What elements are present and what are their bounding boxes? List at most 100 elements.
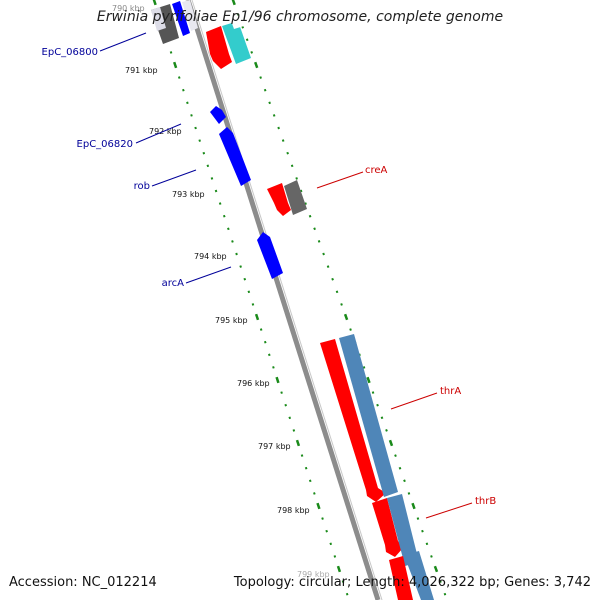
blue-gene-3 [257, 232, 283, 279]
tick-mark [388, 439, 394, 447]
tick-mark [380, 416, 384, 420]
label-connector-epc06820 [135, 123, 182, 144]
tick-mark [245, 38, 249, 42]
tick-mark [385, 429, 388, 432]
tick-mark [326, 265, 330, 268]
blue-gene-top [172, 1, 190, 36]
tick-mark [236, 13, 240, 16]
tick-mark [247, 290, 251, 294]
tick-mark [250, 51, 254, 54]
tick-label-791: 791 kbp [125, 66, 158, 75]
tick-mark [421, 529, 424, 533]
tick-mark [231, 240, 234, 243]
tick-mark [308, 214, 312, 218]
tick-mark [263, 340, 267, 344]
gene-label-epc06800[interactable]: EpC_06800 [42, 47, 98, 58]
tick-mark [341, 580, 345, 583]
tick-label-792: 792 kbp [149, 127, 182, 136]
tick-mark [284, 403, 287, 407]
tick-mark [335, 290, 339, 294]
blue-gene-1 [210, 106, 226, 124]
tick-mark [443, 592, 447, 596]
steelblue-feature-thra [339, 334, 398, 497]
tick-mark [376, 403, 379, 407]
tick-mark [425, 542, 429, 546]
tick-mark [210, 177, 214, 180]
tick-mark [333, 555, 337, 558]
tick-label-793: 793 kbp [172, 190, 205, 199]
tick-mark [227, 227, 230, 231]
tick-mark [182, 88, 185, 92]
tick-mark [241, 25, 245, 29]
tick-mark [313, 227, 316, 231]
tick-mark [325, 529, 328, 533]
label-connector-thrb [425, 502, 473, 519]
tick-label-795: 795 kbp [215, 316, 248, 325]
outer-tick-marks [231, 0, 447, 596]
tick-mark [268, 101, 271, 105]
gene-label-thrb[interactable]: thrB [475, 496, 496, 507]
tick-mark [304, 466, 308, 470]
tick-mark [173, 61, 178, 69]
tick-mark [331, 277, 334, 281]
tick-mark [292, 429, 296, 432]
tick-mark [272, 366, 275, 369]
tick-mark [259, 76, 262, 79]
tick-label-790: 790 kbp [112, 4, 145, 13]
tick-mark [290, 164, 294, 168]
red-gene-thrb [372, 498, 403, 557]
tick-mark [398, 466, 402, 470]
backbone-outer [185, 0, 381, 600]
map-title: Erwinia pyrifoliae Ep1/96 chromosome, co… [96, 9, 504, 25]
gene-label-crea[interactable]: creA [365, 165, 388, 176]
tick-mark [254, 61, 259, 69]
gene-label-thra[interactable]: thrA [440, 386, 461, 397]
tick-mark [371, 391, 375, 394]
gene-label-rob[interactable]: rob [134, 181, 150, 192]
tick-mark [286, 151, 289, 155]
tick-mark [403, 479, 406, 483]
light-feature-top [182, 0, 198, 31]
gene-label-epc06820[interactable]: EpC_06820 [77, 139, 133, 150]
tick-mark [329, 542, 333, 546]
tick-mark [235, 252, 238, 256]
tick-label-798: 798 kbp [277, 506, 310, 515]
gene-label-arca[interactable]: arcA [162, 278, 185, 289]
tick-mark [222, 214, 226, 218]
tick-mark [340, 303, 343, 306]
tick-mark [343, 313, 349, 321]
tick-mark [439, 580, 442, 583]
genome-summary-text: Topology: circular; Length: 4,026,322 bp… [233, 575, 591, 590]
tick-label-794: 794 kbp [194, 252, 227, 261]
tick-mark [316, 502, 321, 510]
tick-mark [300, 454, 304, 457]
label-connector-rob [151, 169, 197, 187]
tick-mark [272, 114, 276, 117]
tick-mark [394, 454, 397, 457]
red-gene-bottom [389, 556, 413, 600]
tick-mark [407, 492, 411, 495]
tick-mark [345, 592, 349, 596]
tick-mark [308, 479, 312, 483]
tick-mark [313, 492, 316, 495]
tick-mark [239, 265, 242, 268]
tick-mark [243, 277, 247, 281]
tick-mark [251, 303, 255, 306]
tick-mark [281, 139, 285, 142]
tick-mark [194, 126, 197, 130]
tick-mark [177, 76, 181, 79]
tick-mark [430, 555, 433, 558]
tick-label-796: 796 kbp [237, 379, 270, 388]
blue-gene-2 [219, 127, 251, 186]
tick-mark [366, 376, 371, 384]
tick-mark [259, 328, 263, 331]
tick-mark [190, 114, 193, 117]
tick-mark [299, 189, 303, 193]
red-gene-top [206, 26, 232, 69]
tick-mark [411, 502, 416, 510]
tick-mark [198, 139, 201, 142]
red-gene-thra [320, 339, 386, 502]
tick-mark [152, 0, 157, 6]
tick-mark [362, 366, 366, 369]
